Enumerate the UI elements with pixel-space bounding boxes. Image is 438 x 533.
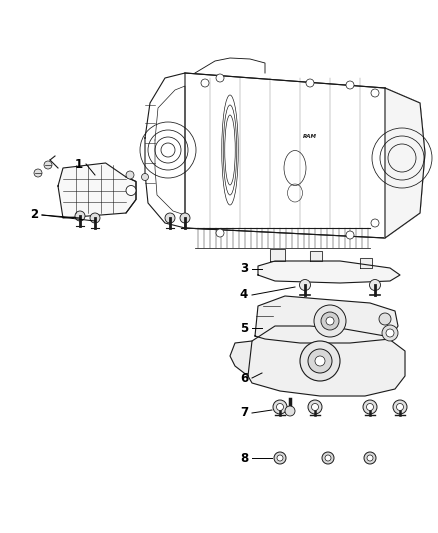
Circle shape (308, 349, 332, 373)
Circle shape (216, 74, 224, 82)
Circle shape (285, 406, 295, 416)
Circle shape (306, 79, 314, 87)
Circle shape (276, 403, 283, 410)
Circle shape (300, 279, 311, 290)
Circle shape (346, 231, 354, 239)
Polygon shape (385, 88, 425, 238)
Circle shape (314, 305, 346, 337)
Circle shape (322, 452, 334, 464)
Polygon shape (230, 341, 252, 376)
Polygon shape (258, 261, 400, 283)
Circle shape (126, 185, 136, 196)
Text: RAM: RAM (303, 134, 317, 139)
Circle shape (311, 403, 318, 410)
Circle shape (277, 455, 283, 461)
Polygon shape (185, 73, 425, 238)
Circle shape (367, 455, 373, 461)
Polygon shape (255, 296, 398, 343)
Circle shape (382, 325, 398, 341)
Text: 2: 2 (30, 208, 38, 222)
Circle shape (308, 400, 322, 414)
Circle shape (180, 213, 190, 223)
Circle shape (141, 174, 148, 181)
Circle shape (44, 161, 52, 169)
Circle shape (346, 81, 354, 89)
Text: 6: 6 (240, 372, 248, 384)
Text: 4: 4 (240, 288, 248, 302)
Circle shape (90, 213, 100, 223)
Circle shape (126, 171, 134, 179)
Circle shape (396, 403, 403, 410)
Circle shape (363, 400, 377, 414)
Circle shape (34, 169, 42, 177)
Circle shape (326, 317, 334, 325)
Circle shape (315, 356, 325, 366)
Circle shape (321, 312, 339, 330)
Circle shape (325, 455, 331, 461)
Circle shape (367, 403, 374, 410)
Text: 3: 3 (240, 262, 248, 276)
Polygon shape (248, 326, 405, 396)
Circle shape (165, 213, 175, 223)
Circle shape (371, 89, 379, 97)
Circle shape (364, 452, 376, 464)
Polygon shape (58, 163, 136, 218)
Text: 5: 5 (240, 321, 248, 335)
Polygon shape (310, 251, 322, 261)
Circle shape (300, 341, 340, 381)
Text: 7: 7 (240, 407, 248, 419)
Circle shape (274, 452, 286, 464)
Polygon shape (270, 249, 285, 261)
Circle shape (370, 279, 381, 290)
Polygon shape (360, 258, 372, 268)
Circle shape (216, 229, 224, 237)
Circle shape (386, 329, 394, 337)
Circle shape (393, 400, 407, 414)
Circle shape (371, 219, 379, 227)
Polygon shape (145, 73, 185, 228)
Circle shape (75, 211, 85, 221)
Circle shape (379, 313, 391, 325)
Circle shape (201, 79, 209, 87)
Text: 1: 1 (75, 157, 83, 171)
Circle shape (273, 400, 287, 414)
Text: 8: 8 (240, 451, 248, 464)
